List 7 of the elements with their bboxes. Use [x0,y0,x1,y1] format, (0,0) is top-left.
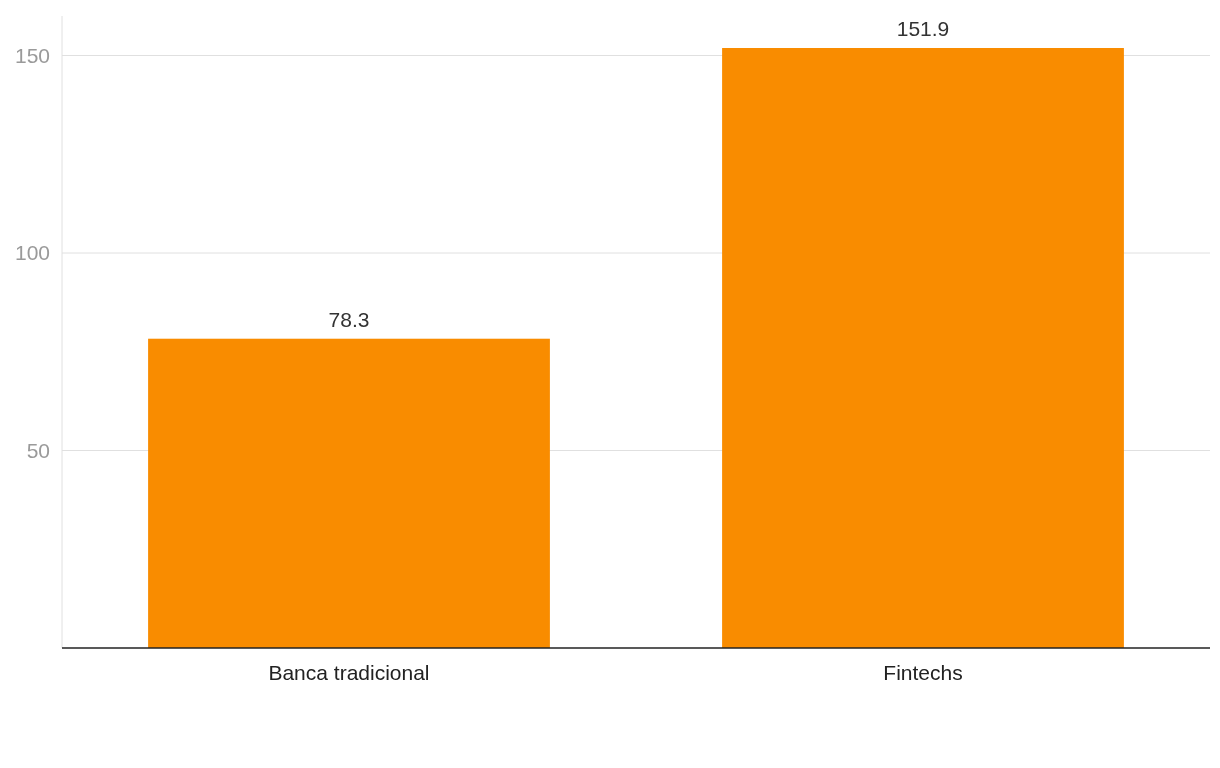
x-tick-label: Fintechs [883,661,963,684]
y-tick-label: 50 [26,438,50,462]
data-label: 151.9 [896,16,950,40]
y-tick-label: 100 [14,241,50,265]
x-tick-label: Banca tradicional [268,661,430,684]
data-label: 78.3 [328,307,370,331]
y-tick-label: 150 [14,43,50,67]
